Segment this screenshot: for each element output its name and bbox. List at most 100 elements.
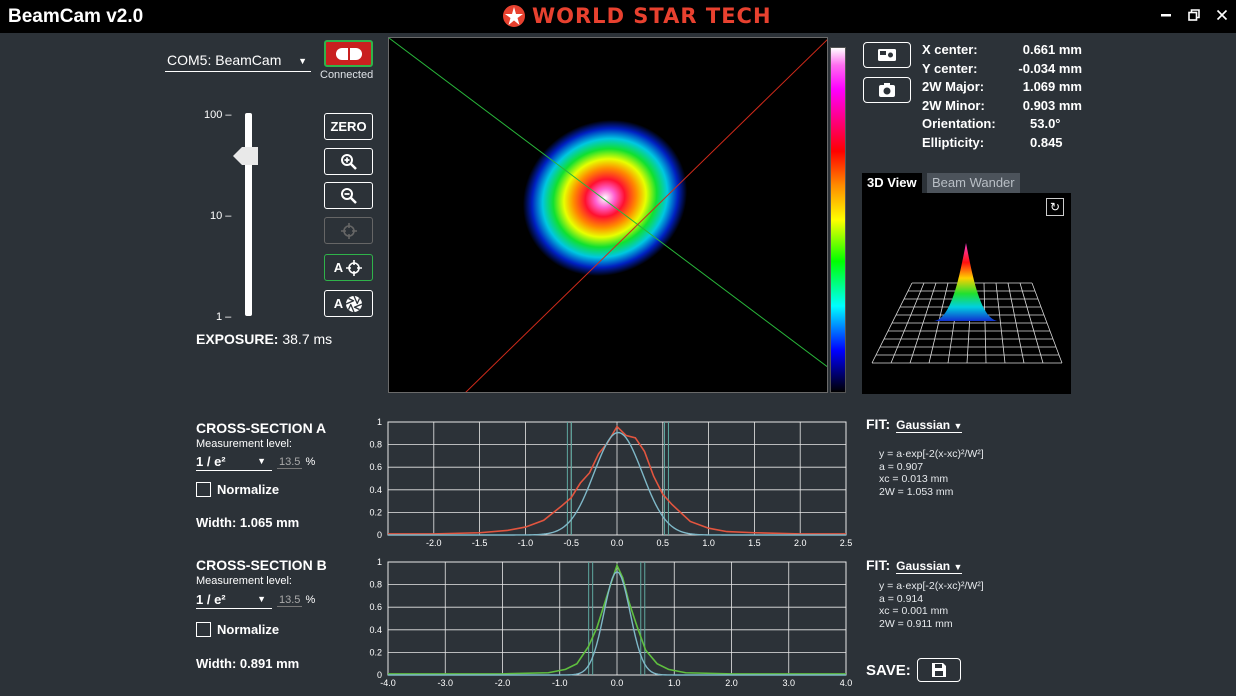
- measurement-level-value: 1 / e²: [196, 454, 226, 469]
- x-tick-label: -3.0: [437, 678, 453, 688]
- stat-label: X center:: [922, 42, 978, 57]
- video-capture-button[interactable]: [863, 42, 911, 68]
- stat-row: Y center: -0.034 mm: [922, 60, 1082, 79]
- chevron-down-icon: ▼: [953, 562, 963, 572]
- zoom-out-icon: [340, 187, 357, 204]
- crosshair-icon: [340, 222, 357, 239]
- normalize-label: Normalize: [217, 622, 280, 637]
- chevron-down-icon: ▼: [953, 421, 963, 431]
- cross-section-b-width: Width: 0.891 mm: [196, 656, 300, 671]
- fit-equation: y = a·exp[-2(x-xc)²/W²]: [879, 580, 984, 592]
- percent-value: 13.5: [277, 456, 303, 469]
- x-tick-label: 1.0: [668, 678, 681, 688]
- exposure-slider-thumb[interactable]: [233, 146, 259, 171]
- stat-row: 2W Major: 1.069 mm: [922, 78, 1082, 97]
- color-scale-bar: [830, 47, 846, 393]
- stat-value: 0.845: [1030, 134, 1063, 150]
- connect-button[interactable]: [324, 40, 373, 67]
- measurement-level-value: 1 / e²: [196, 592, 226, 607]
- y-tick-label: 0: [377, 670, 382, 680]
- percent-unit: %: [305, 594, 316, 606]
- stat-label: Ellipticity:: [922, 134, 985, 150]
- measurement-level-select[interactable]: 1 / e² ▼: [196, 592, 272, 609]
- cross-section-a-chart: -2.0 -1.5 -1.0 -0.5 0.0 0.5 1.0 1.5 2.0 2.5 0 0.2 0.…: [360, 418, 855, 552]
- stat-row: X center: 0.661 mm: [922, 41, 1082, 60]
- tab-3d-view[interactable]: 3D View: [862, 173, 922, 193]
- stat-row: 2W Minor: 0.903 mm: [922, 97, 1082, 116]
- stat-label: 2W Major:: [922, 79, 985, 94]
- checkbox-box[interactable]: [196, 622, 211, 637]
- camera-icon: [879, 83, 895, 97]
- crosshair-icon: [346, 259, 363, 276]
- fit-model-select[interactable]: Gaussian ▼: [896, 418, 963, 433]
- com-port-value: COM5: BeamCam: [167, 52, 282, 68]
- auto-center-button[interactable]: A: [324, 254, 373, 281]
- app-title: BeamCam v2.0: [8, 6, 144, 27]
- center-target-button[interactable]: [324, 217, 373, 244]
- chevron-down-icon: ▼: [298, 56, 307, 66]
- y-tick-label: 0.6: [369, 462, 382, 472]
- fit-width: 2W = 1.053 mm: [879, 485, 954, 498]
- fit-a-header: FIT: Gaussian ▼: [866, 416, 963, 433]
- minimize-icon[interactable]: [1154, 6, 1178, 28]
- y-tick-label: 0.8: [369, 440, 382, 450]
- stat-value: 0.903 mm: [1022, 97, 1082, 113]
- normalize-checkbox[interactable]: Normalize: [196, 622, 279, 637]
- stat-label: Y center:: [922, 60, 978, 76]
- stat-value: 1.069 mm: [1022, 79, 1082, 94]
- x-tick-label: -2.0: [426, 538, 442, 548]
- checkbox-box[interactable]: [196, 482, 211, 497]
- beam-image-view[interactable]: [388, 37, 828, 393]
- data-series-line: [388, 563, 846, 675]
- zoom-in-button[interactable]: [324, 148, 373, 175]
- grid-line: [1031, 282, 1063, 364]
- normalize-label: Normalize: [217, 482, 280, 497]
- com-port-select[interactable]: COM5: BeamCam ▼: [165, 52, 311, 72]
- normalize-checkbox[interactable]: Normalize: [196, 482, 279, 497]
- fit-center: xc = 0.001 mm: [879, 605, 949, 617]
- y-tick-label: 0.8: [369, 580, 382, 590]
- fit-amplitude: a = 0.907: [879, 460, 924, 473]
- measurement-level-select[interactable]: 1 / e² ▼: [196, 454, 272, 471]
- auto-exposure-button[interactable]: A: [324, 290, 373, 317]
- y-tick-label: 0.2: [369, 507, 382, 517]
- fit-curve-line: [388, 431, 846, 536]
- snapshot-button[interactable]: [863, 77, 911, 103]
- cross-section-b-chart: -4.0 -3.0 -2.0 -1.0 0.0 1.0 2.0 3.0 4.0 0 0.2 0.4 0.…: [360, 558, 855, 692]
- fit-equation: y = a·exp[-2(x-xc)²/W²]: [879, 448, 984, 460]
- view-3d-panel[interactable]: ↻: [862, 193, 1071, 394]
- tab-beam-wander[interactable]: Beam Wander: [927, 173, 1020, 193]
- stat-row: Orientation: 53.0°: [922, 115, 1082, 134]
- brand-star-icon: [503, 5, 525, 27]
- fit-width: 2W = 0.911 mm: [879, 617, 953, 630]
- exposure-slider-track[interactable]: [245, 113, 252, 316]
- x-tick-label: -1.0: [518, 538, 534, 548]
- zero-button[interactable]: ZERO: [324, 113, 373, 140]
- stat-label: 2W Minor:: [922, 97, 985, 113]
- measurement-level-label: Measurement level:: [196, 438, 292, 450]
- brand-logo: WORLD STAR TECH: [502, 3, 772, 29]
- connection-status: Connected: [320, 69, 374, 81]
- x-tick-label: -4.0: [380, 678, 396, 688]
- restore-icon[interactable]: [1182, 6, 1206, 28]
- fit-label: FIT:: [866, 416, 891, 432]
- brand-name: WORLD STAR TECH: [532, 4, 772, 28]
- exposure-tick-1: 1 –: [216, 311, 232, 323]
- save-label: SAVE:: [866, 661, 911, 679]
- exposure-readout: EXPOSURE: 38.7 ms: [196, 331, 332, 347]
- grid-line: [1007, 282, 1025, 364]
- cross-section-a-title: CROSS-SECTION A: [196, 420, 327, 436]
- save-section: SAVE:: [866, 658, 961, 682]
- x-tick-label: 4.0: [840, 678, 853, 688]
- grid-line: [983, 282, 987, 364]
- refresh-icon[interactable]: ↻: [1046, 198, 1064, 216]
- zoom-in-icon: [340, 153, 357, 170]
- x-tick-label: -2.0: [495, 678, 511, 688]
- zoom-out-button[interactable]: [324, 182, 373, 209]
- fit-model-select[interactable]: Gaussian ▼: [896, 559, 963, 574]
- beam-stats-panel: X center: 0.661 mm Y center: -0.034 mm 2W …: [922, 41, 1082, 152]
- fit-b-results: y = a·exp[-2(x-xc)²/W²] a = 0.914 xc = 0…: [879, 580, 984, 630]
- save-button[interactable]: [916, 658, 961, 682]
- close-icon[interactable]: [1210, 6, 1234, 28]
- auto-exposure-label: A: [333, 296, 344, 311]
